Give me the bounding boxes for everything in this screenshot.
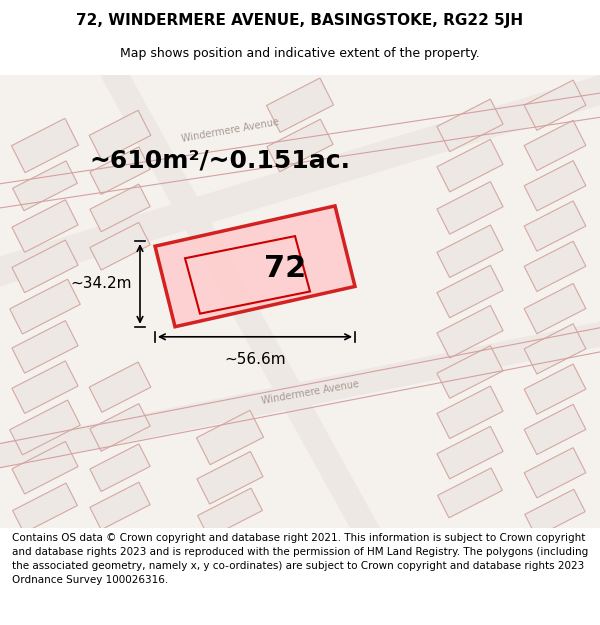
Polygon shape <box>437 225 503 278</box>
Polygon shape <box>12 240 78 292</box>
Polygon shape <box>437 99 503 152</box>
Polygon shape <box>524 201 586 251</box>
Polygon shape <box>13 483 77 533</box>
Polygon shape <box>10 279 80 334</box>
Polygon shape <box>12 441 78 494</box>
Polygon shape <box>0 75 600 286</box>
Polygon shape <box>437 306 503 358</box>
Polygon shape <box>437 139 503 192</box>
Polygon shape <box>524 284 586 334</box>
Polygon shape <box>197 488 262 538</box>
Polygon shape <box>524 241 586 291</box>
Polygon shape <box>90 147 150 194</box>
Polygon shape <box>196 411 263 464</box>
Text: Contains OS data © Crown copyright and database right 2021. This information is : Contains OS data © Crown copyright and d… <box>12 533 588 585</box>
Polygon shape <box>524 161 586 211</box>
Polygon shape <box>12 321 78 373</box>
Polygon shape <box>437 426 503 479</box>
Text: ~34.2m: ~34.2m <box>71 276 132 291</box>
Polygon shape <box>90 444 150 491</box>
Polygon shape <box>524 404 586 454</box>
Text: Windermere Avenue: Windermere Avenue <box>181 117 280 144</box>
Polygon shape <box>437 468 502 518</box>
Polygon shape <box>12 200 78 252</box>
Polygon shape <box>100 75 380 528</box>
Polygon shape <box>90 184 150 232</box>
Polygon shape <box>524 324 586 374</box>
Polygon shape <box>89 110 151 161</box>
Text: ~56.6m: ~56.6m <box>224 352 286 367</box>
Polygon shape <box>266 78 334 132</box>
Polygon shape <box>524 364 586 414</box>
Polygon shape <box>11 118 79 172</box>
Polygon shape <box>0 322 600 468</box>
Polygon shape <box>13 161 77 211</box>
Polygon shape <box>525 489 585 537</box>
Text: Map shows position and indicative extent of the property.: Map shows position and indicative extent… <box>120 48 480 61</box>
Polygon shape <box>524 121 586 171</box>
Polygon shape <box>524 448 586 498</box>
Polygon shape <box>437 386 503 439</box>
Polygon shape <box>437 182 503 234</box>
Polygon shape <box>437 346 503 398</box>
Polygon shape <box>89 362 151 413</box>
Polygon shape <box>197 451 263 504</box>
Polygon shape <box>10 400 80 455</box>
Text: Windermere Avenue: Windermere Avenue <box>260 379 359 406</box>
Polygon shape <box>90 482 150 530</box>
Polygon shape <box>267 119 333 172</box>
Polygon shape <box>90 222 150 270</box>
Polygon shape <box>155 206 355 327</box>
Text: 72, WINDERMERE AVENUE, BASINGSTOKE, RG22 5JH: 72, WINDERMERE AVENUE, BASINGSTOKE, RG22… <box>76 14 524 29</box>
Polygon shape <box>90 404 150 451</box>
Polygon shape <box>12 361 78 413</box>
Polygon shape <box>437 265 503 318</box>
Text: ~610m²/~0.151ac.: ~610m²/~0.151ac. <box>89 149 350 173</box>
Polygon shape <box>524 80 586 131</box>
Text: 72: 72 <box>264 254 306 283</box>
